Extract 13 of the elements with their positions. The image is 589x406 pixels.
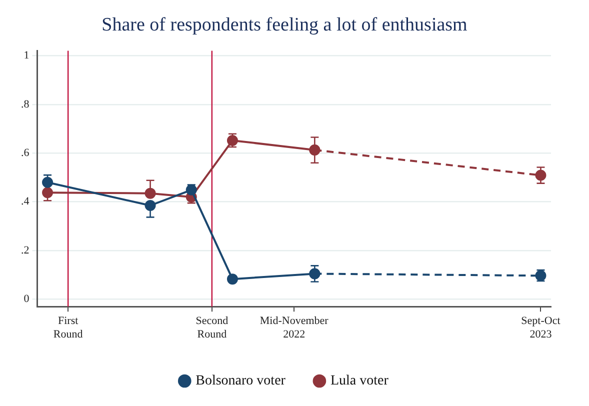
y-tick-label: 0 xyxy=(24,293,30,306)
y-tick-label: 1 xyxy=(24,50,30,62)
chart-title: Share of respondents feeling a lot of enthusiasm xyxy=(102,14,468,36)
y-tick-label: .2 xyxy=(21,244,30,256)
x-tick-label: First Round xyxy=(53,315,84,340)
y-tick-label: .4 xyxy=(21,196,30,208)
x-tick-label: Mid-November 2022 xyxy=(260,315,329,340)
y-tick-label: .8 xyxy=(21,98,30,110)
legend-label: Lula voter xyxy=(330,374,389,389)
y-tick-label: .6 xyxy=(21,147,30,160)
x-tick-label: Second Round xyxy=(196,315,229,340)
x-tick-label: Sept-Oct 2023 xyxy=(521,315,560,340)
legend-label: Bolsonaro voter xyxy=(196,374,286,389)
